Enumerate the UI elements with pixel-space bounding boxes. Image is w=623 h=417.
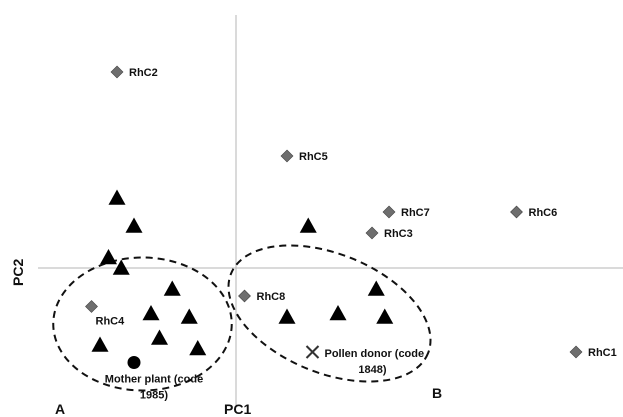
triangle-point (100, 249, 117, 265)
triangle-point (189, 340, 207, 356)
point-label-rhc5: RhC5 (299, 151, 328, 163)
y-axis-title: PC2 (10, 259, 26, 286)
point-labels: RhC2 RhC5 RhC7 RhC6 RhC3 RhC8 RhC4 RhC1 Mother p… (96, 67, 617, 402)
group-label-b: B (432, 385, 442, 401)
triangle-point (91, 336, 109, 352)
group-ellipses: AB (52, 244, 442, 417)
point-label-rhc4: RhC4 (96, 316, 126, 328)
group-ellipse-b (227, 244, 432, 383)
triangle-point (125, 217, 143, 233)
data-points (85, 65, 583, 369)
diamond-point-rhc5 (280, 149, 294, 163)
triangle-point (163, 280, 181, 296)
triangle-point (142, 305, 160, 321)
triangle-point (180, 308, 198, 324)
diamond-point-rhc2 (110, 65, 124, 79)
mother-plant-label: Mother plant (code 1985) (105, 374, 203, 402)
point-label-rhc6: RhC6 (529, 207, 558, 219)
diamond-point-rhc1 (569, 345, 583, 359)
triangle-point (108, 189, 126, 205)
mother-plant-point (127, 356, 141, 369)
point-label-rhc8: RhC8 (257, 291, 286, 303)
point-label-rhc7: RhC7 (401, 207, 430, 219)
triangle-point (299, 217, 317, 233)
triangle-point (112, 259, 130, 275)
triangle-point (376, 308, 394, 324)
diamond-point-rhc7 (382, 205, 396, 219)
triangle-point (278, 308, 296, 324)
diamond-point-rhc8 (238, 289, 251, 303)
diamond-point-rhc4 (85, 300, 98, 313)
triangle-point (151, 329, 168, 345)
triangle-point (367, 280, 385, 296)
x-axis-title: PC1 (224, 401, 251, 417)
point-label-rhc3: RhC3 (384, 228, 413, 240)
diamond-point-rhc3 (365, 226, 379, 240)
pollen-donor-point (305, 345, 320, 359)
group-label-a: A (55, 401, 65, 417)
diamond-point-rhc6 (510, 205, 523, 219)
point-label-rhc2: RhC2 (129, 67, 158, 79)
triangle-point (329, 305, 347, 321)
pollen-donor-label: Pollen donor (code 1848) (325, 348, 425, 376)
point-label-rhc1: RhC1 (588, 347, 617, 359)
group-ellipse-a (52, 256, 233, 392)
